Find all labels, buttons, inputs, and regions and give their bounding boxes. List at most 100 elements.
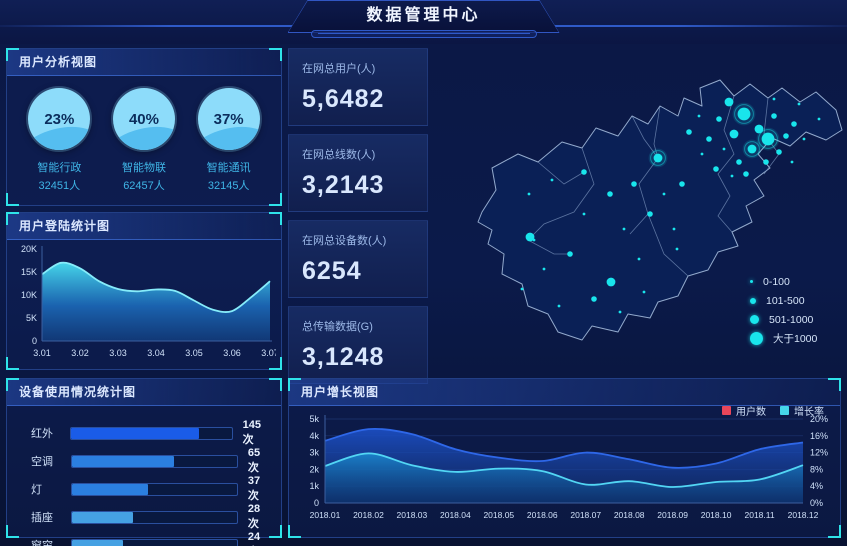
gauge-circle: 40% [112,88,175,150]
map-point [591,296,597,302]
growth-line [324,452,804,488]
bar-category-label: 空调 [31,456,53,468]
growth-chart-legend: 用户数 增长率 [722,403,824,418]
gauge-name: 智能物联 [121,162,166,174]
gauge-circle: 37% [197,88,260,150]
panel-user-analysis: 用户分析视图 23% 智能行政 32451人 40% 智能物联 62457人 37% 智能通讯… [6,48,282,206]
bar-fill [71,539,123,546]
bar-row: 灯 37次 [17,475,271,502]
map-point [802,137,806,141]
map-point [647,211,653,217]
map-legend-dot [750,332,763,345]
map-point [791,121,797,127]
map-point [607,191,613,197]
map-point [637,257,641,261]
gauge-name: 智能行政 [37,162,82,174]
liquid-gauge: 37% 智能通讯 32145人 [190,88,268,193]
x-tick-label: 2018.06 [527,510,558,520]
x-tick-label: 3.03 [109,348,127,358]
gauge-percent: 37% [213,110,244,128]
map-point [713,166,719,172]
map-point [722,147,726,151]
gauge-count: 32451人 [38,180,81,192]
gauge-count: 62457人 [123,180,165,192]
bar-fill [70,427,200,439]
map-legend-item: 501-1000 [750,310,817,329]
x-tick-label: 2018.07 [570,510,601,520]
right-tick-label: 8% [810,464,823,474]
bar-row: 空调 65次 [17,447,271,474]
bar-value: 65次 [247,447,261,474]
bar-fill [71,455,175,467]
map-point [618,310,622,314]
kpi-value: 6254 [302,257,362,285]
bar-row: 红外 145次 [17,419,271,446]
map-point [622,227,626,231]
login-area-chart: 0 5K 10K 15K 20K 3.01 3.02 3.03 3.04 3.05 3.06 3.07 [21,244,276,358]
x-tick-label: 2018.05 [483,510,514,520]
growth-area-chart: 0 0% 1k 4% 2k 8% 3k 12% 4k 16% 5k 20% 2018.01 2018.02… [309,414,828,520]
liquid-gauge: 23% 智能行政 32451人 [20,88,98,193]
legend-swatch [722,406,731,415]
map-point [642,290,646,294]
x-tick-label: 2018.10 [701,510,732,520]
panel-login-stats: 用户登陆统计图 0 5K 10K 15K 20K 3.01 3.02 3.03 3.04 3.05… [6,212,282,370]
map-point [557,304,561,308]
bar-row: 插座 28次 [17,503,271,530]
map-point [550,178,554,182]
bar-category-label: 插座 [31,512,53,524]
map-point [686,129,692,135]
map-svg [477,79,843,341]
panel-title: 设备使用情况统计图 [7,379,281,406]
map-point [761,132,775,146]
bar-track [70,538,238,546]
right-tick-label: 4% [810,481,823,491]
bar-fill [71,483,148,495]
bar-track [69,426,233,440]
map-legend-dot [750,280,753,283]
y-tick-label: 0 [32,336,37,346]
map-point [716,116,722,122]
map-point [737,107,751,121]
map-point [672,227,676,231]
bar-category-label: 窗帘 [31,540,53,546]
map-point-ring [734,104,754,124]
map-point [771,113,777,119]
legend-item[interactable]: 增长率 [780,403,824,418]
x-tick-label: 2018.08 [614,510,645,520]
gauge-percent: 23% [44,110,75,128]
title-banner-ornament [310,30,537,38]
legend-label: 增长率 [794,407,824,418]
x-tick-label: 2018.02 [353,510,384,520]
map-point [532,238,536,242]
title-banner: 数据管理中心 [288,0,560,33]
left-tick-label: 0 [314,498,319,508]
corner-accent [269,193,282,206]
gauge-count: 32145人 [207,180,250,192]
bar-category-label: 红外 [31,428,53,440]
bar-category-label: 灯 [31,484,42,496]
x-tick-label: 2018.09 [657,510,688,520]
map-point [772,97,776,101]
bar-value: 24次 [247,531,261,543]
x-tick-label: 3.05 [185,348,203,358]
map-legend-label: 大于1000 [773,333,818,345]
map-point [724,97,734,107]
gauge-name: 智能通讯 [206,162,251,174]
right-tick-label: 0% [810,498,823,508]
map-legend-dot [750,297,756,304]
gauge-circle: 23% [28,88,91,150]
map-point [567,251,573,257]
liquid-gauge: 40% 智能物联 62457人 [105,88,183,193]
map-scatter-points [520,97,821,314]
legend-label: 用户数 [736,407,766,418]
legend-item[interactable]: 用户数 [722,403,766,418]
map-point [527,192,531,196]
map-point [743,171,749,177]
map-point-ring [650,150,666,166]
bar-value: 145次 [242,419,261,446]
right-tick-label: 12% [810,448,828,458]
map-point [662,192,666,196]
kpi-card: 在网总线数(人) 3,2143 [288,134,428,212]
